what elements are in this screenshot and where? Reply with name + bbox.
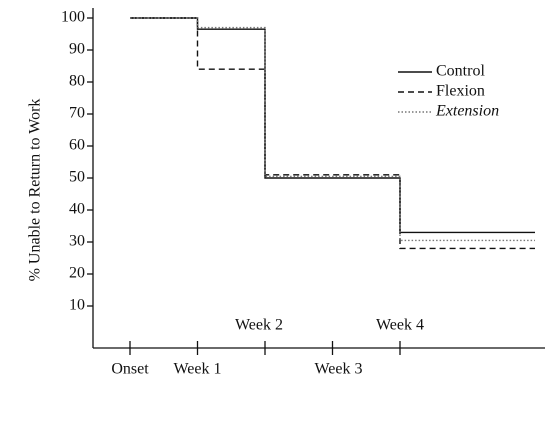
legend-label: Control xyxy=(436,63,485,80)
step-line xyxy=(130,17,535,250)
legend-label: Flexion xyxy=(436,83,485,100)
x-tick-label: Onset xyxy=(111,361,149,378)
y-tick-label: 80 xyxy=(69,73,85,90)
y-tick-label: 40 xyxy=(69,201,85,218)
x-tick-label: Week 1 xyxy=(173,361,221,378)
step-line xyxy=(130,17,535,242)
y-tick-label: 60 xyxy=(69,137,85,154)
x-tick-label: Week 4 xyxy=(376,317,424,334)
y-tick-label: 30 xyxy=(69,233,85,250)
step-line xyxy=(130,17,535,234)
x-tick-label: Week 3 xyxy=(314,361,362,378)
x-tick-label: Week 2 xyxy=(235,317,283,334)
y-axis-label: % Unable to Return to Work xyxy=(27,99,44,282)
y-tick-label: 50 xyxy=(69,169,85,186)
y-tick-label: 90 xyxy=(69,41,85,58)
y-tick-label: 100 xyxy=(61,9,85,26)
y-tick-label: 10 xyxy=(69,297,85,314)
y-tick-label: 20 xyxy=(69,265,85,282)
legend-label: Extension xyxy=(435,103,499,120)
y-tick-label: 70 xyxy=(69,105,85,122)
